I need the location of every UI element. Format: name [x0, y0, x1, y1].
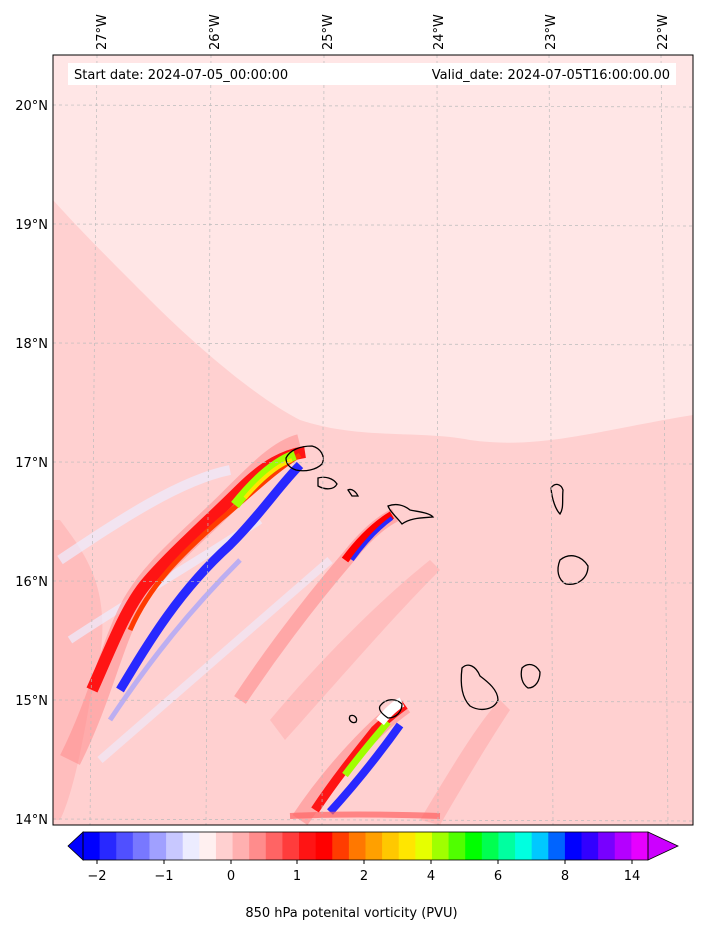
- colorbar-segment: [348, 832, 366, 860]
- colorbar: −2 −1 0 1 2 4 6 8 10 14: [67, 831, 679, 884]
- colorbar-segment: [166, 832, 184, 860]
- colorbar-segment: [365, 832, 383, 860]
- island-santo-antao: [285, 445, 324, 472]
- colorbar-segment: [299, 832, 317, 860]
- colorbar-segment: [83, 832, 101, 860]
- colorbar-segment: [515, 832, 533, 860]
- island-fogo: [378, 699, 403, 719]
- field-pink-region: [53, 200, 693, 825]
- colorbar-segment: [132, 832, 150, 860]
- start-date-label: Start date: 2024-07-05_00:00:00: [74, 68, 288, 83]
- lon-tick-23w: 23°W: [544, 14, 559, 50]
- colorbar-segment: [332, 832, 350, 860]
- colorbar-segment: [448, 832, 466, 860]
- lat-tick-15n: 15°N: [15, 694, 48, 709]
- island-santiago: [460, 664, 499, 711]
- colorbar-segment: [249, 832, 267, 860]
- cb-tick-0: −2: [87, 869, 106, 884]
- lat-tick-17n: 17°N: [15, 456, 48, 471]
- colorbar-segment: [431, 832, 450, 860]
- colorbar-segment: [382, 832, 400, 860]
- colorbar-segment: [598, 832, 616, 860]
- colorbar-segment: [116, 832, 134, 860]
- colorbar-segment: [99, 832, 117, 860]
- colorbar-segment: [282, 832, 300, 860]
- colorbar-segment: [398, 832, 416, 860]
- colorbar-segment: [265, 832, 283, 860]
- valid-date-label: Valid_date: 2024-07-05T16:00:00.00: [432, 68, 670, 83]
- colorbar-segment: [531, 832, 549, 860]
- colorbar-segment: [232, 832, 250, 860]
- lon-tick-27w: 27°W: [95, 14, 110, 50]
- colorbar-extend-low: [67, 831, 84, 861]
- colorbar-ticks: [96, 860, 633, 864]
- colorbar-segment: [498, 832, 516, 860]
- cb-tick-7: 8: [561, 869, 569, 884]
- colorbar-extend-high: [647, 831, 679, 861]
- cb-tick-9: 14: [624, 869, 641, 884]
- island-maio: [520, 663, 541, 689]
- island-sao-nicolau: [387, 503, 435, 525]
- lat-tick-labels: 20°N 19°N 18°N 17°N 16°N 15°N 14°N: [15, 99, 48, 828]
- colorbar-segment: [481, 832, 499, 860]
- lon-tick-24w: 24°W: [432, 14, 447, 50]
- colorbar-segment: [631, 832, 649, 860]
- lon-tick-labels: 27°W 26°W 25°W 24°W 23°W 22°W: [95, 14, 671, 50]
- colorbar-tick-labels: −2 −1 0 1 2 4 6 8 10 14: [87, 869, 640, 884]
- colorbar-segment: [465, 832, 483, 860]
- colorbar-segment: [182, 832, 200, 860]
- island-sao-vicente: [317, 476, 338, 490]
- colorbar-segment: [149, 832, 167, 860]
- lon-tick-22w: 22°W: [656, 14, 671, 50]
- cb-tick-4: 2: [360, 869, 368, 884]
- lat-tick-18n: 18°N: [15, 337, 48, 352]
- lon-tick-26w: 26°W: [208, 14, 223, 50]
- lat-tick-16n: 16°N: [15, 575, 48, 590]
- cb-tick-3: 1: [293, 869, 301, 884]
- colorbar-segment: [315, 832, 333, 860]
- lon-tick-25w: 25°W: [321, 14, 336, 50]
- colorbar-frame: [82, 831, 649, 861]
- island-sal: [550, 483, 564, 516]
- header-box: [68, 63, 676, 85]
- colorbar-segment: [581, 832, 599, 860]
- colorbar-segment: [564, 832, 583, 860]
- cb-tick-5: 4: [427, 869, 435, 884]
- map-frame: [52, 54, 694, 826]
- colorbar-label: 850 hPa potenital vorticity (PVU): [245, 906, 458, 921]
- island-santa-luzia: [347, 488, 360, 497]
- island-boa-vista: [557, 555, 589, 585]
- cb-tick-2: 0: [227, 869, 235, 884]
- colorbar-segments: [83, 832, 649, 860]
- colorbar-segment: [199, 832, 217, 860]
- lat-tick-14n: 14°N: [15, 813, 48, 828]
- lat-tick-20n: 20°N: [15, 99, 48, 114]
- colorbar-segment: [548, 832, 566, 860]
- colorbar-segment: [614, 832, 632, 860]
- cb-tick-6: 6: [494, 869, 502, 884]
- gridlines: [52, 54, 694, 826]
- colorbar-segment: [415, 832, 433, 860]
- pv-field: [53, 55, 693, 825]
- coastlines: [285, 445, 589, 724]
- cb-tick-1: −1: [154, 869, 173, 884]
- island-brava: [348, 714, 358, 724]
- lat-tick-19n: 19°N: [15, 218, 48, 233]
- colorbar-segment: [215, 832, 234, 860]
